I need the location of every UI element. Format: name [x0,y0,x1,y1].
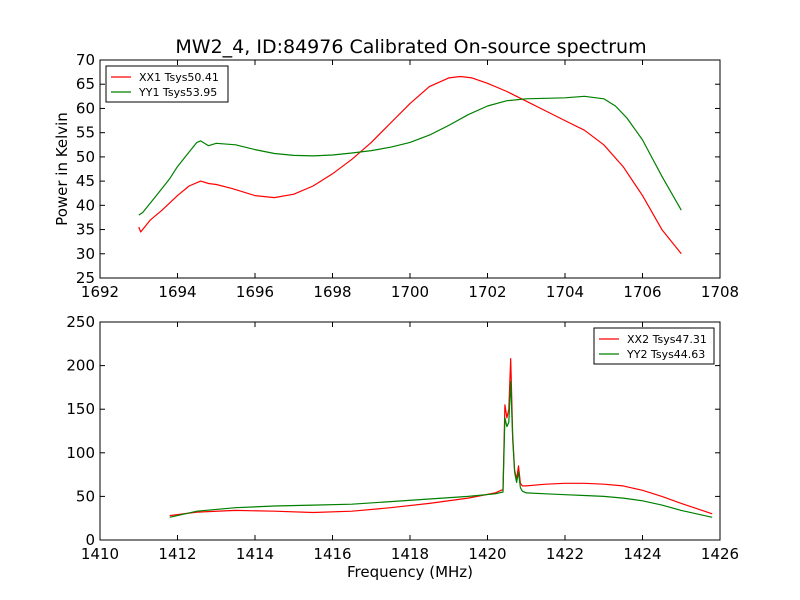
x-tick-label: 1696 [236,283,274,301]
y-tick-label: 50 [76,148,95,166]
x-tick-label: 1426 [701,545,739,563]
y-tick-label: 55 [76,124,95,142]
x-tick-label: 1422 [546,545,584,563]
top-plot: 1692 1694 1696 1698 1700 1702 1704 1706 1708 25 30… [53,51,739,301]
y-tick-label: 65 [76,75,95,93]
y-tick-label: 50 [76,487,95,505]
y-tick-label: 250 [66,313,95,331]
legend: XX1 Tsys50.41 YY1 Tsys53.95 [105,65,229,103]
y-tick-label: 25 [76,269,95,287]
bottom-plot: 1410 1412 1414 1416 1418 1420 1422 1424 1426 0 50 1… [66,313,739,581]
x-tick-label: 1412 [158,545,196,563]
x-tick-label: 1706 [623,283,661,301]
x-tick-label: 1418 [391,545,429,563]
x-tick-label: 1700 [391,283,429,301]
y-tick-label: 40 [76,196,95,214]
x-tick-label: 1424 [623,545,661,563]
y-tick-label: 200 [66,357,95,375]
y-tick-label: 45 [76,172,95,190]
x-tick-label: 1410 [81,545,119,563]
x-tick-label: 1698 [313,283,351,301]
x-tick-label: 1702 [468,283,506,301]
series-line-2 [169,380,713,518]
y-tick-label: 100 [66,444,95,462]
series-line-1 [138,75,682,255]
series-line-2 [138,95,682,216]
x-tick-label: 1420 [468,545,506,563]
legend-label-2: YY1 Tsys53.95 [138,86,217,99]
y-axis-title: Power in Kelvin [53,112,71,226]
legend: XX2 Tsys47.31 YY2 Tsys44.63 [593,327,715,365]
legend-box [105,65,229,103]
y-tick-label: 60 [76,99,95,117]
x-tick-label: 1704 [546,283,584,301]
legend-box [593,327,715,365]
y-tick-label: 0 [85,531,95,549]
figure-title: MW2_4, ID:84976 Calibrated On-source spe… [175,36,646,58]
y-tick-label: 150 [66,400,95,418]
x-tick-label: 1416 [313,545,351,563]
y-tick-label: 70 [76,51,95,69]
y-tick-label: 35 [76,221,95,239]
x-tick-label: 1708 [701,283,739,301]
x-tick-label: 1414 [236,545,274,563]
legend-label-2: YY2 Tsys44.63 [626,348,705,361]
x-axis-title: Frequency (MHz) [347,563,473,581]
x-tick-label: 1694 [158,283,196,301]
legend-label-1: XX2 Tsys47.31 [627,333,707,346]
y-tick-label: 30 [76,245,95,263]
legend-label-1: XX1 Tsys50.41 [139,71,219,84]
x-tick-label: 1692 [81,283,119,301]
